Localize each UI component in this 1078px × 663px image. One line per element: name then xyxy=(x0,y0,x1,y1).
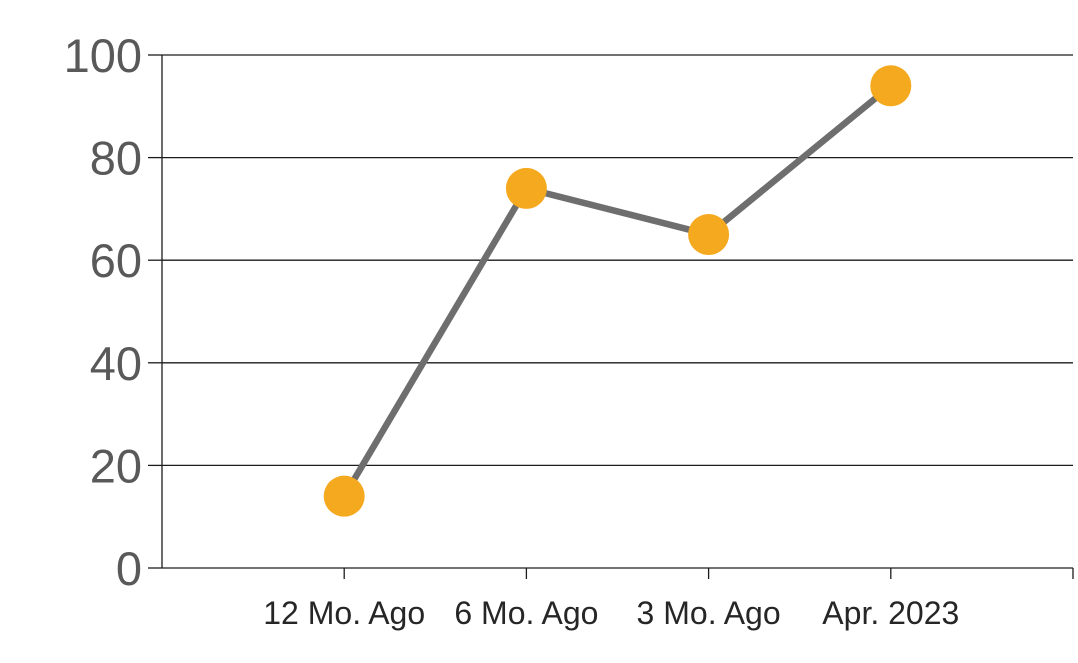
y-tick-label: 20 xyxy=(90,439,142,492)
data-point xyxy=(688,214,730,256)
x-category-label: 6 Mo. Ago xyxy=(454,595,598,631)
y-tick-label: 60 xyxy=(90,234,142,287)
data-point xyxy=(323,475,365,517)
data-point xyxy=(505,167,547,209)
x-category-label: 3 Mo. Ago xyxy=(637,595,781,631)
series-line xyxy=(340,82,895,500)
data-point xyxy=(870,65,912,107)
x-category-label: Apr. 2023 xyxy=(822,595,959,631)
y-tick-label: 40 xyxy=(90,337,142,390)
y-tick-label: 80 xyxy=(90,132,142,185)
y-tick-label: 0 xyxy=(116,542,142,595)
y-tick-label: 100 xyxy=(64,29,142,82)
x-category-label: 12 Mo. Ago xyxy=(263,595,425,631)
